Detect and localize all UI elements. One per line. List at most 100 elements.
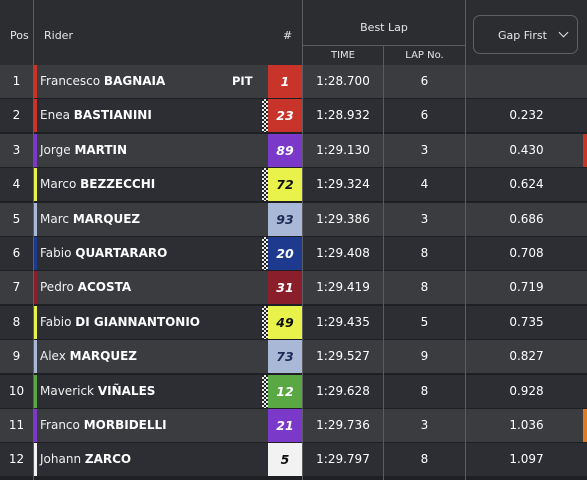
- checkered-flag-icon: [262, 168, 268, 202]
- rider-first-name: Franco: [40, 418, 80, 432]
- position-cell: 9: [12, 349, 21, 364]
- team-color-bar: [34, 168, 37, 202]
- rider-last-name: BEZZECCHI: [80, 177, 156, 192]
- row-edge-marker: [583, 409, 587, 442]
- rider-name: Maverick VIÑALES: [40, 375, 155, 408]
- best-lap-time: 1:29.628: [316, 383, 370, 398]
- best-lap-number: 6: [420, 74, 429, 88]
- rider-row[interactable]: 6 Fabio QUARTARARO 20 1:29.408 8 0.708: [0, 237, 587, 270]
- rider-number-badge: 21: [268, 409, 302, 442]
- rider-row[interactable]: 8 Fabio DI GIANNANTONIO 49 1:29.435 5 0.735: [0, 305, 587, 339]
- rider-row[interactable]: 10 Maverick VIÑALES 12 1:29.628 8 0.928: [0, 374, 587, 408]
- rider-number-badge: 89: [268, 133, 302, 167]
- gap-mode-select-value: Gap First: [498, 29, 547, 42]
- rider-row[interactable]: 12 Johann ZARCO 5 1:29.797 8 1.097: [0, 443, 587, 477]
- rider-last-name: MORBIDELLI: [83, 418, 167, 432]
- rider-row[interactable]: 11 Franco MORBIDELLI 21 1:29.736 3 1.036: [0, 409, 587, 442]
- team-color-bar: [34, 202, 37, 236]
- column-divider: [465, 0, 466, 480]
- rider-name: Pedro ACOSTA: [40, 271, 131, 304]
- best-lap-time: 1:29.130: [316, 142, 370, 157]
- header-time-label: TIME: [330, 50, 355, 61]
- team-color-bar: [34, 305, 37, 339]
- rider-row[interactable]: 3 Jorge MARTIN 89 1:29.130 3 0.430: [0, 133, 587, 167]
- best-lap-time: 1:29.419: [316, 280, 370, 295]
- rider-row[interactable]: 5 Marc MARQUEZ 93 1:29.386 3 0.686: [0, 202, 587, 236]
- rider-last-name: DI GIANNANTONIO: [75, 314, 200, 329]
- best-lap-number: 8: [420, 383, 429, 398]
- rider-last-name: MARQUEZ: [72, 211, 141, 226]
- rider-row[interactable]: 2 Enea BASTIANINI 23 1:28.932 6 0.232: [0, 99, 587, 133]
- rider-row[interactable]: 9 Alex MARQUEZ 73 1:29.527 9 0.827: [0, 340, 587, 374]
- rider-first-name: Marco: [40, 177, 77, 192]
- position-cell: 7: [12, 280, 21, 295]
- best-lap-number: 3: [420, 142, 429, 157]
- position-cell: 5: [12, 211, 21, 226]
- rider-number-badge: 5: [268, 443, 302, 477]
- checkered-flag-icon: [262, 237, 268, 270]
- rider-number-badge: 1: [268, 65, 302, 98]
- rider-number-badge: 93: [268, 202, 302, 236]
- gap-mode-select[interactable]: Gap First: [473, 15, 578, 54]
- gap-first-value: 0.827: [509, 349, 544, 364]
- rider-row[interactable]: 7 Pedro ACOSTA 31 1:29.419 8 0.719: [0, 271, 587, 305]
- best-lap-number: 8: [420, 246, 429, 260]
- rider-number-badge: 73: [268, 340, 302, 374]
- best-lap-time: 1:29.408: [316, 246, 370, 260]
- rider-first-name: Fabio: [40, 246, 72, 260]
- rider-name: Fabio DI GIANNANTONIO: [40, 306, 200, 339]
- best-lap-number: 6: [420, 108, 429, 123]
- rider-first-name: Jorge: [40, 142, 71, 157]
- rider-last-name: QUARTARARO: [75, 246, 168, 260]
- rider-name: Jorge MARTIN: [40, 134, 127, 167]
- rider-name: Marco BEZZECCHI: [40, 168, 155, 201]
- best-lap-time: 1:29.527: [316, 349, 370, 364]
- rider-number-badge: 31: [268, 271, 302, 305]
- best-lap-number: 8: [420, 452, 429, 467]
- header-rider-label: Rider: [44, 29, 73, 42]
- rider-first-name: Francesco: [40, 74, 101, 88]
- chevron-down-icon: [558, 27, 569, 38]
- rider-last-name: ZARCO: [84, 452, 132, 467]
- rider-name: Marc MARQUEZ: [40, 203, 140, 236]
- rider-name: Enea BASTIANINI: [40, 99, 152, 132]
- checkered-flag-icon: [262, 374, 268, 408]
- gap-first-value: 1.097: [509, 452, 544, 467]
- rider-first-name: Marc: [40, 211, 69, 226]
- best-lap-time: 1:29.736: [316, 418, 370, 432]
- team-color-bar: [34, 237, 37, 270]
- rider-number-badge: 23: [268, 99, 302, 133]
- best-lap-number: 3: [420, 211, 429, 226]
- best-lap-time: 1:29.435: [316, 314, 370, 329]
- best-lap-time: 1:29.386: [316, 211, 370, 226]
- rider-last-name: MARTIN: [74, 142, 128, 157]
- position-cell: 6: [12, 246, 21, 260]
- position-cell: 1: [12, 74, 21, 88]
- rider-row[interactable]: 1 Francesco BAGNAIA PIT 1 1:28.700 6: [0, 65, 587, 98]
- team-color-bar: [34, 271, 37, 305]
- gap-first-value: 0.232: [509, 108, 544, 123]
- best-lap-time: 1:28.700: [316, 74, 370, 88]
- best-lap-time: 1:28.932: [316, 108, 370, 123]
- rider-first-name: Fabio: [40, 314, 72, 329]
- rider-row[interactable]: 4 Marco BEZZECCHI 72 1:29.324 4 0.624: [0, 168, 587, 202]
- position-cell: 11: [8, 418, 25, 432]
- column-divider: [383, 46, 384, 480]
- team-color-bar: [34, 65, 37, 98]
- rider-last-name: BASTIANINI: [73, 108, 152, 123]
- best-lap-time: 1:29.324: [316, 177, 370, 192]
- header-rider-cell: Rider #: [34, 0, 302, 65]
- rider-name: Fabio QUARTARARO: [40, 237, 167, 270]
- rider-number-badge: 20: [268, 237, 302, 270]
- position-cell: 3: [12, 142, 21, 157]
- rider-number-badge: 72: [268, 168, 302, 202]
- header-pos-cell: Pos: [0, 0, 33, 65]
- gap-first-value: 0.735: [509, 314, 544, 329]
- gap-first-value: 0.708: [509, 246, 544, 260]
- team-color-bar: [34, 340, 37, 374]
- column-divider: [302, 0, 303, 480]
- team-color-bar: [34, 374, 37, 408]
- rider-name: Johann ZARCO: [40, 443, 131, 476]
- rider-first-name: Pedro: [40, 280, 74, 295]
- header-lap-no-label: LAP No.: [405, 50, 444, 61]
